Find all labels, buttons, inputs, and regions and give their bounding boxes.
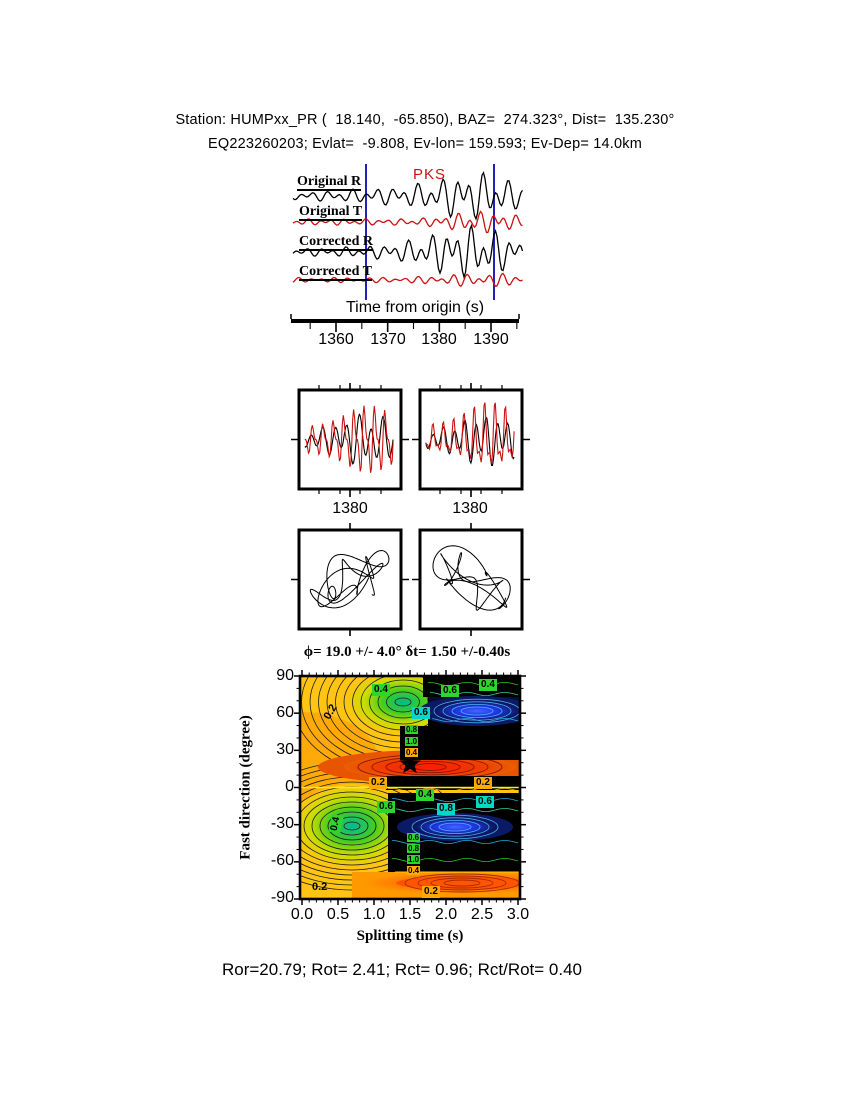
contour-chip: 0.4	[372, 684, 390, 696]
contour-chip: 1.0	[407, 855, 421, 864]
contour-ylabel: Fast direction (degree)	[237, 715, 254, 860]
time-tick-1380: 1380	[421, 331, 457, 348]
blue-ellipse-upper	[433, 701, 520, 721]
contour-chip: 0.8	[405, 725, 419, 734]
contour-xlabel: Splitting time (s)	[356, 928, 464, 944]
contour-title: ϕ= 19.0 +/- 4.0° δt= 1.50 +/-0.40s	[303, 644, 511, 660]
x-tick-20: 2.0	[434, 906, 458, 923]
y-tick-m30: -30	[270, 815, 294, 832]
contour-axis-ticks	[294, 670, 526, 905]
contour-chip: 0.2	[422, 886, 440, 898]
window-waveform-panel-corrected	[412, 383, 530, 497]
y-tick-30: 30	[276, 741, 294, 758]
contour-chip: 0.2	[312, 881, 328, 893]
x-tick-00: 0.0	[290, 906, 314, 923]
contour-chip: 0.4	[479, 679, 497, 691]
trace-label-original-t: Original T	[299, 204, 363, 221]
y-tick-m90: -90	[270, 889, 294, 906]
trace-label-original-r: Original R	[297, 174, 362, 191]
time-axis-label: Time from origin (s)	[345, 299, 485, 316]
contour-squiggle-lines	[387, 681, 519, 863]
contour-chip: 0.4	[405, 748, 419, 757]
phase-label-pks: PKS	[413, 166, 447, 183]
quality-stats: Ror=20.79; Rot= 2.41; Rct= 0.96; Rct/Rot…	[221, 960, 583, 979]
time-tick-1370: 1370	[370, 331, 406, 348]
x-tick-30: 3.0	[506, 906, 530, 923]
x-tick-15: 1.5	[398, 906, 422, 923]
time-tick-1390: 1390	[473, 331, 509, 348]
trace-label-corrected-t: Corrected T	[299, 264, 372, 281]
best-fit-star-marker	[399, 752, 421, 774]
x-tick-10: 1.0	[362, 906, 386, 923]
contour-chip: 0.2	[369, 777, 387, 789]
particle-motion-panel-corrected	[412, 523, 530, 636]
contour-chip: 0.2	[474, 777, 492, 789]
y-tick-90: 90	[276, 667, 294, 684]
panel-tick-left: 1380	[332, 500, 368, 517]
x-tick-25: 2.5	[470, 906, 494, 923]
contour-chip: 0.4	[407, 866, 421, 875]
window-waveform-panel-uncorrected	[291, 383, 409, 497]
y-tick-0: 0	[285, 778, 294, 795]
particle-motion-panel-uncorrected	[291, 523, 409, 636]
contour-chip: 0.4	[416, 789, 434, 801]
panel-tick-right: 1380	[452, 500, 488, 517]
y-tick-m60: -60	[270, 852, 294, 869]
black-block-upper-right	[428, 720, 520, 760]
contour-chip: 0.6	[441, 685, 459, 697]
time-tick-1360: 1360	[318, 331, 354, 348]
contour-chip: 0.8	[437, 803, 455, 815]
contour-chip: 0.6	[407, 833, 421, 842]
y-tick-60: 60	[276, 704, 294, 721]
contour-chip: 0.8	[407, 844, 421, 853]
trace-label-corrected-r: Corrected R	[299, 234, 373, 251]
contour-chip: 0.6	[377, 801, 395, 813]
contour-chip: 0.6	[412, 707, 430, 719]
x-tick-05: 0.5	[326, 906, 350, 923]
time-axis	[290, 314, 520, 332]
station-header: Station: HUMPxx_PR ( 18.140, -65.850), B…	[175, 112, 675, 128]
red-valley	[344, 755, 516, 779]
contour-chip: 0.6	[476, 796, 494, 808]
contour-chip: 1.0	[405, 737, 419, 746]
event-header: EQ223260203; Evlat= -9.808, Ev-lon= 159.…	[208, 136, 642, 152]
blue-ellipse-lower	[413, 818, 497, 836]
blue-rings-lower	[411, 814, 499, 840]
